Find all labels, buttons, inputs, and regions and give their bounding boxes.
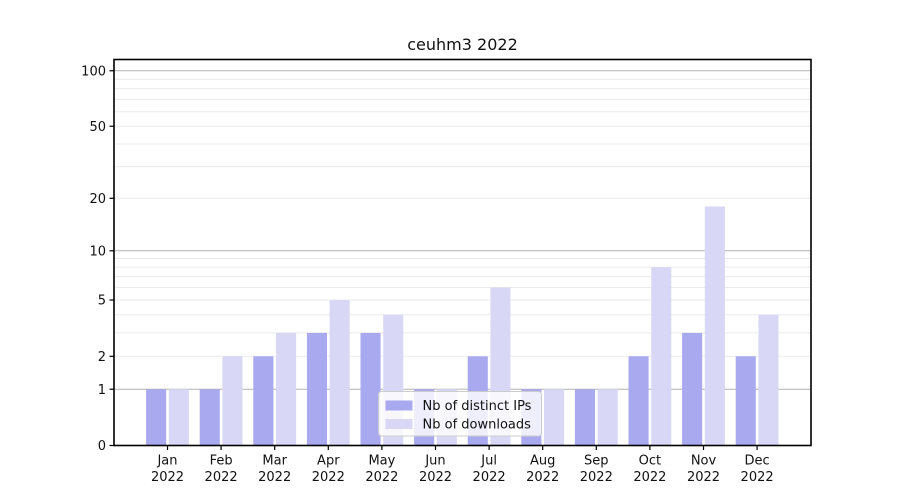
y-tick-label-10: 10 [89,244,106,259]
x-tick-label-month-feb: Feb [210,454,233,469]
plot-frame [113,58,812,447]
bar-ips-nov [682,332,703,446]
bar-downloads-jan [168,389,189,446]
x-tick-label-year-nov: 2022 [687,470,720,485]
legend-label-ips: Nb of distinct IPs [423,399,532,414]
legend-swatch-ips [385,400,413,411]
x-tick-label-year-feb: 2022 [205,470,238,485]
chart-title: ceuhm3 2022 [407,35,518,54]
x-tick-label-month-jul: Jul [480,454,497,469]
x-tick-label-month-oct: Oct [639,454,661,469]
bar-downloads-oct [651,267,672,446]
legend-swatch-downloads [385,419,413,429]
x-tick-label-year-oct: 2022 [633,470,666,485]
bar-downloads-feb [222,356,243,446]
bar-downloads-nov [704,206,725,446]
y-tick-label-1: 1 [98,383,106,398]
x-tick-label-year-mar: 2022 [258,470,291,485]
y-tick-label-20: 20 [89,192,106,207]
x-tick-label-month-sep: Sep [584,454,609,469]
bar-ips-jan [146,389,167,446]
bar-ips-feb [199,389,220,446]
bar-downloads-mar [276,332,297,446]
x-tick-label-month-apr: Apr [317,454,340,469]
x-tick-label-month-jan: Jan [156,454,177,469]
bar-downloads-dec [758,314,779,446]
x-tick-label-month-dec: Dec [745,454,770,469]
x-tick-label-year-apr: 2022 [312,470,345,485]
y-tick-label-100: 100 [81,64,106,79]
bar-downloads-apr [329,300,350,446]
x-tick-label-year-sep: 2022 [580,470,613,485]
x-tick-label-year-dec: 2022 [741,470,774,485]
bar-ips-may [360,332,381,446]
bar-ips-apr [306,332,327,446]
x-tick-label-year-may: 2022 [365,470,398,485]
x-tick-label-year-jun: 2022 [419,470,452,485]
bar-ips-oct [628,356,649,446]
x-tick-label-month-nov: Nov [691,454,717,469]
legend-label-downloads: Nb of downloads [423,418,532,433]
y-tick-label-2: 2 [98,350,106,365]
x-tick-label-month-jun: Jun [424,454,445,469]
y-tick-label-5: 5 [98,294,106,309]
bar-downloads-sep [597,389,618,446]
y-tick-label-0: 0 [98,439,106,454]
y-tick-label-50: 50 [89,120,106,135]
x-tick-label-month-may: May [368,454,395,469]
x-tick-label-month-aug: Aug [530,454,555,469]
bar-downloads-aug [544,389,565,446]
legend-box [378,391,542,437]
x-tick-label-year-jul: 2022 [473,470,506,485]
bar-ips-dec [735,356,756,446]
bar-ips-mar [253,356,274,446]
x-tick-label-month-mar: Mar [262,454,287,469]
bar-ips-sep [574,389,595,446]
x-tick-label-year-jan: 2022 [151,470,184,485]
x-tick-label-year-aug: 2022 [526,470,559,485]
